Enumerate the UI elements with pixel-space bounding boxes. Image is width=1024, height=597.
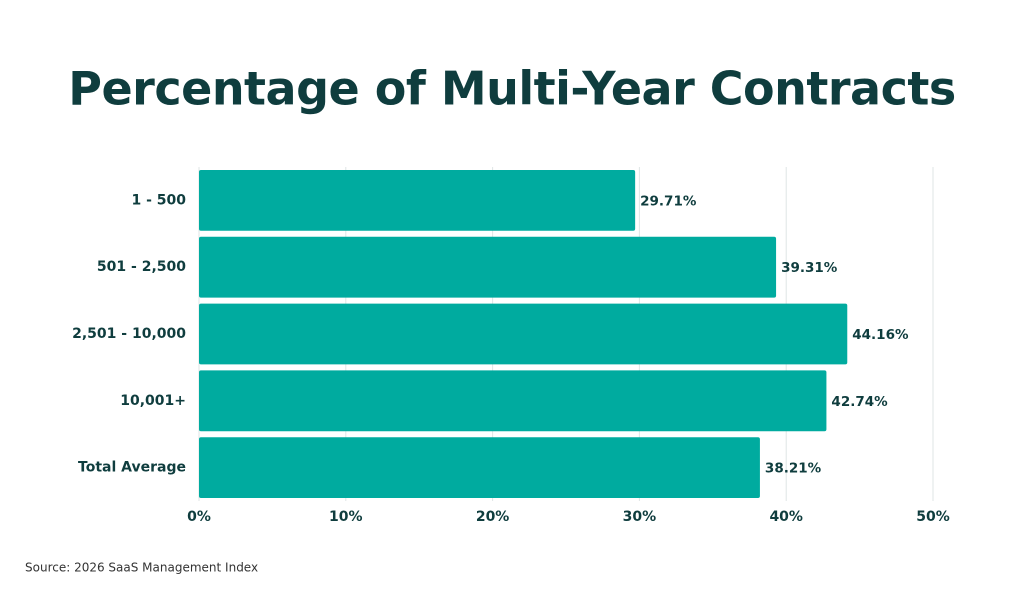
source-note: Source: 2026 SaaS Management Index (25, 561, 258, 575)
x-tick-label: 40% (769, 509, 803, 525)
bar (199, 236, 777, 298)
value-label: 42.74% (831, 394, 888, 410)
x-tick-label: 30% (623, 509, 657, 525)
value-label: 38.21% (765, 461, 822, 477)
x-tick-label: 10% (329, 509, 363, 525)
value-label: 29.71% (640, 193, 697, 209)
bar (199, 437, 760, 498)
x-tick-label: 50% (916, 509, 950, 525)
y-tick-label: 1 - 500 (131, 192, 186, 208)
x-tick-label: 20% (476, 509, 510, 525)
value-label: 44.16% (852, 327, 909, 343)
y-tick-label: Total Average (78, 460, 186, 476)
chart-title: Percentage of Multi-Year Contracts (68, 62, 955, 116)
y-tick-label: 501 - 2,500 (97, 259, 186, 275)
bar (199, 170, 636, 231)
y-tick-label: 10,001+ (120, 393, 186, 409)
bar (199, 303, 848, 365)
bar (199, 370, 827, 432)
y-tick-label: 2,501 - 10,000 (72, 326, 186, 342)
value-label: 39.31% (781, 260, 838, 276)
x-tick-label: 0% (187, 509, 211, 525)
